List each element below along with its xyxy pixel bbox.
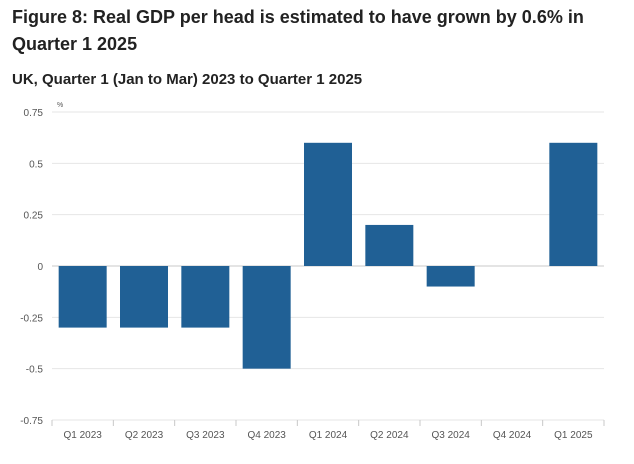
bar: [304, 142, 352, 266]
bar: [242, 266, 291, 369]
chart-title: Figure 8: Real GDP per head is estimated…: [12, 7, 584, 54]
y-tick-label: 0.5: [29, 159, 43, 170]
y-tick-label: 0.75: [24, 108, 44, 119]
x-tick-label: Q1 2023: [63, 430, 102, 441]
x-tick-label: Q4 2024: [493, 430, 532, 441]
y-tick-label: -0.5: [26, 365, 44, 376]
y-tick-label: -0.75: [20, 416, 43, 427]
x-tick-label: Q3 2024: [431, 430, 470, 441]
y-axis-unit-label: %: [57, 102, 63, 109]
x-tick-label: Q4 2023: [247, 430, 286, 441]
bar: [58, 266, 107, 328]
bar: [365, 224, 414, 266]
x-tick-label: Q2 2023: [125, 430, 164, 441]
y-tick-label: -0.25: [20, 313, 43, 324]
y-tick-label: 0.25: [24, 211, 44, 222]
x-tick-label: Q1 2025: [554, 430, 593, 441]
bar: [549, 142, 598, 266]
x-tick-label: Q1 2024: [309, 430, 348, 441]
bar: [426, 266, 475, 287]
chart-subtitle: UK, Quarter 1 (Jan to Mar) 2023 to Quart…: [12, 71, 363, 88]
y-tick-label: 0: [37, 262, 43, 273]
bars: [58, 142, 598, 369]
x-tick-label: Q2 2024: [370, 430, 409, 441]
axes: % 0.75 0.5 0.25 0 -0.25 -0.5 -0.75 Q1 2023 Q2 20…: [20, 102, 605, 441]
x-tick-label: Q3 2023: [186, 430, 225, 441]
bar: [181, 266, 230, 328]
bar: [120, 266, 168, 328]
